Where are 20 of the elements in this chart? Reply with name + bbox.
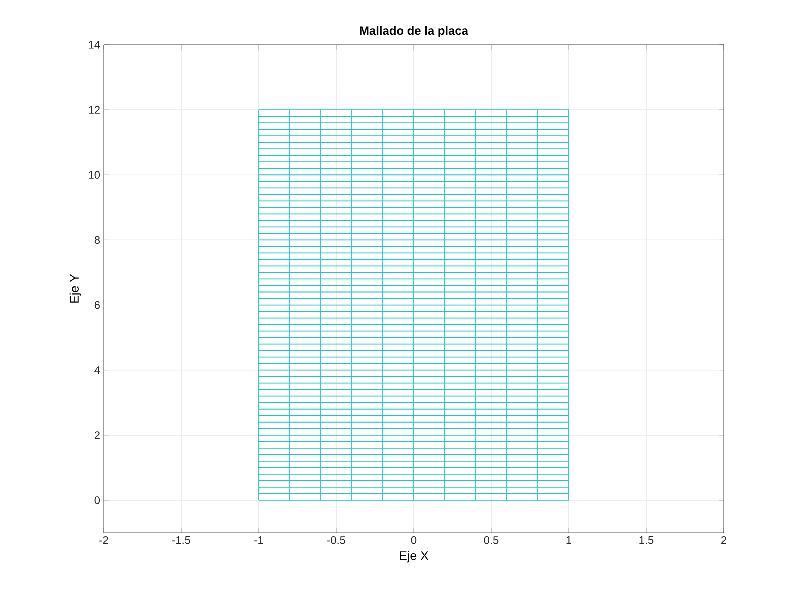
x-tick-label: -1.5 [172, 536, 190, 544]
y-tick-label: 0 [94, 496, 100, 504]
y-tick-label: 14 [89, 41, 100, 49]
x-tick-label: -1 [254, 536, 264, 544]
x-tick-label: 1 [566, 536, 572, 544]
y-tick-label: 6 [94, 301, 100, 310]
x-tick-label: 2 [722, 536, 727, 544]
y-tick-label: 12 [89, 106, 100, 114]
x-tick-label: 0 [411, 536, 417, 544]
x-tick-label: -0.5 [328, 536, 346, 544]
x-tick-label: 1.5 [640, 536, 654, 544]
x-tick-label: 0.5 [484, 536, 499, 544]
y-tick-label: 10 [89, 171, 100, 180]
y-axis-title: Eje Y [70, 274, 82, 303]
y-tick-label: 2 [94, 432, 100, 440]
chart-title: Mallado de la placa [360, 26, 469, 38]
y-tick-label: 8 [94, 236, 100, 244]
x-axis-title: Eje X [400, 551, 429, 563]
x-tick-label: -2 [100, 536, 108, 544]
y-tick-label: 4 [94, 366, 100, 374]
